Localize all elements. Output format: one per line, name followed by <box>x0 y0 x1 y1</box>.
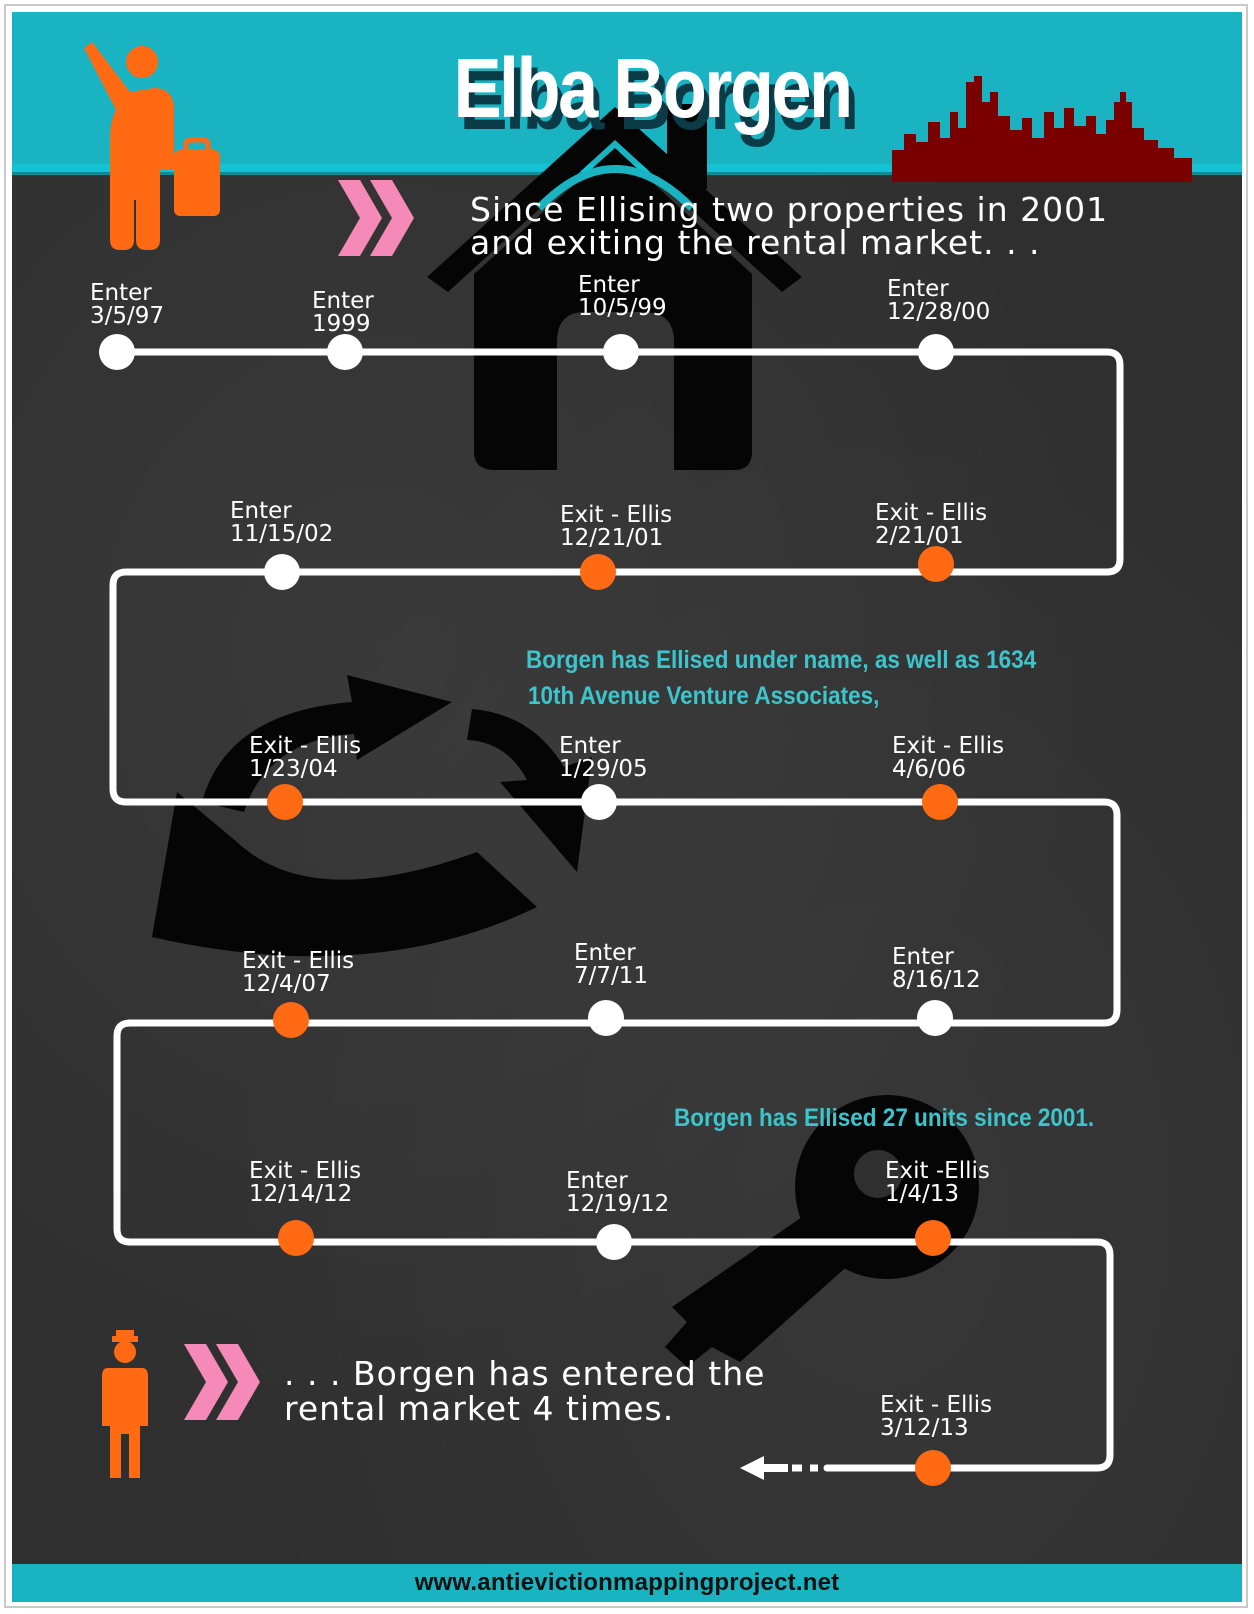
event-date-label: 12/4/07 <box>242 971 331 997</box>
event-kind-label: Enter <box>578 272 640 298</box>
event-label: Enter 1/29/05 <box>559 735 648 781</box>
exit-marker <box>922 784 958 820</box>
footer-band <box>12 1564 1242 1602</box>
conclusion-line-2: rental market 4 times. <box>284 1389 675 1428</box>
event-label: Exit - Ellis 12/14/12 <box>249 1160 361 1206</box>
event-kind-label: Exit - Ellis <box>880 1392 993 1418</box>
event-kind-label: Exit - Ellis <box>875 500 988 526</box>
event-date-label: 1999 <box>312 311 371 337</box>
arrow-left-icon <box>740 1456 788 1480</box>
enter-marker <box>596 1224 632 1260</box>
event-date-label: 2/21/01 <box>875 523 964 549</box>
event-kind-label: Exit - Ellis <box>892 733 1005 759</box>
event-label: Enter 11/15/02 <box>230 500 333 546</box>
event-label: Enter 7/7/11 <box>574 942 648 988</box>
intro-line-2: and exiting the rental market. . . <box>470 223 1041 262</box>
exit-marker <box>915 1450 951 1486</box>
event-kind-label: Enter <box>230 498 292 524</box>
timeline-path <box>109 348 1124 1472</box>
intro-line-1: Since Ellising two properties in 2001 <box>470 190 1109 229</box>
enter-marker <box>588 1000 624 1036</box>
event-kind-label: Enter <box>566 1168 628 1194</box>
event-kind-label: Exit - Ellis <box>249 1158 362 1184</box>
house-icon <box>427 104 802 470</box>
event-date-label: 7/7/11 <box>574 963 649 989</box>
event-label: Exit - Ellis 12/21/01 <box>560 504 672 550</box>
event-date-label: 11/15/02 <box>230 521 334 547</box>
event-kind-label: Enter <box>574 940 636 966</box>
city-skyline-icon <box>892 76 1192 182</box>
event-label: Exit - Ellis 1/23/04 <box>249 735 361 781</box>
event-date-label: 12/19/12 <box>566 1191 670 1217</box>
page-title: Elba Borgen <box>453 41 853 135</box>
event-date-label: 1/4/13 <box>885 1181 960 1207</box>
event-date-label: 1/23/04 <box>249 756 338 782</box>
event-label: Exit - Ellis 4/6/06 <box>892 735 1004 781</box>
event-label: Enter 3/5/97 <box>90 282 164 328</box>
key-hole <box>854 1150 902 1198</box>
person-with-hat-icon <box>102 1330 148 1478</box>
note-units-ellised: Borgen has Ellised 27 units since 2001. <box>674 1104 1095 1132</box>
exit-marker <box>278 1220 314 1256</box>
event-date-label: 12/21/01 <box>560 525 664 551</box>
double-chevron-icon <box>338 180 414 256</box>
note-ellised-under-name-line-2: 10th Avenue Venture Associates, <box>528 682 880 710</box>
event-label: Enter 10/5/99 <box>578 274 667 320</box>
event-kind-label: Exit - Ellis <box>242 948 355 974</box>
event-kind-label: Enter <box>559 733 621 759</box>
event-label: Enter 8/16/12 <box>892 946 981 992</box>
event-date-label: 3/5/97 <box>90 303 165 329</box>
event-label: Enter 12/19/12 <box>566 1170 669 1216</box>
enter-marker <box>581 784 617 820</box>
event-label: Exit -Ellis 1/4/13 <box>885 1160 990 1206</box>
note-ellised-under-name-line-1: Borgen has Ellised under name, as well a… <box>526 646 1037 674</box>
timeline-diagram <box>99 334 1124 1486</box>
event-label: Exit - Ellis 12/4/07 <box>242 950 354 996</box>
event-label: Enter 1999 <box>312 290 374 336</box>
house-roof-highlight <box>536 165 695 211</box>
enter-marker <box>603 334 639 370</box>
event-date-label: 4/6/06 <box>892 756 967 782</box>
enter-marker <box>917 1000 953 1036</box>
enter-marker <box>327 334 363 370</box>
double-chevron-icon <box>184 1344 260 1420</box>
event-kind-label: Enter <box>90 280 152 306</box>
traveler-with-suitcase-icon <box>84 42 220 250</box>
event-date-label: 10/5/99 <box>578 295 667 321</box>
infographic-board: Elba Borgen Elba Borgen Since Ellising t… <box>12 12 1242 1602</box>
conclusion-line-1: . . . Borgen has entered the <box>284 1354 766 1393</box>
event-label: Exit - Ellis 3/12/13 <box>880 1394 992 1440</box>
title-shadow: Elba Borgen <box>459 53 859 147</box>
enter-marker <box>99 334 135 370</box>
event-date-label: 8/16/12 <box>892 967 981 993</box>
exit-marker <box>580 554 616 590</box>
exit-marker <box>273 1002 309 1038</box>
cycle-arrows-icon <box>152 675 592 957</box>
enter-marker <box>264 554 300 590</box>
event-kind-label: Exit -Ellis <box>885 1158 990 1184</box>
event-date-label: 12/14/12 <box>249 1181 353 1207</box>
event-date-label: 1/29/05 <box>559 756 648 782</box>
event-date-label: 3/12/13 <box>880 1415 969 1441</box>
event-label: Exit - Ellis 2/21/01 <box>875 502 987 548</box>
event-kind-label: Exit - Ellis <box>249 733 362 759</box>
event-kind-label: Enter <box>887 276 949 302</box>
event-kind-label: Enter <box>892 944 954 970</box>
event-label: Enter 12/28/00 <box>887 278 990 324</box>
exit-marker <box>267 784 303 820</box>
enter-marker <box>918 334 954 370</box>
event-kind-label: Enter <box>312 288 374 314</box>
exit-marker <box>918 546 954 582</box>
footer-url: www.antievictionmappingproject.net <box>414 1569 840 1596</box>
event-kind-label: Exit - Ellis <box>560 502 673 528</box>
exit-marker <box>915 1220 951 1256</box>
event-date-label: 12/28/00 <box>887 299 991 325</box>
